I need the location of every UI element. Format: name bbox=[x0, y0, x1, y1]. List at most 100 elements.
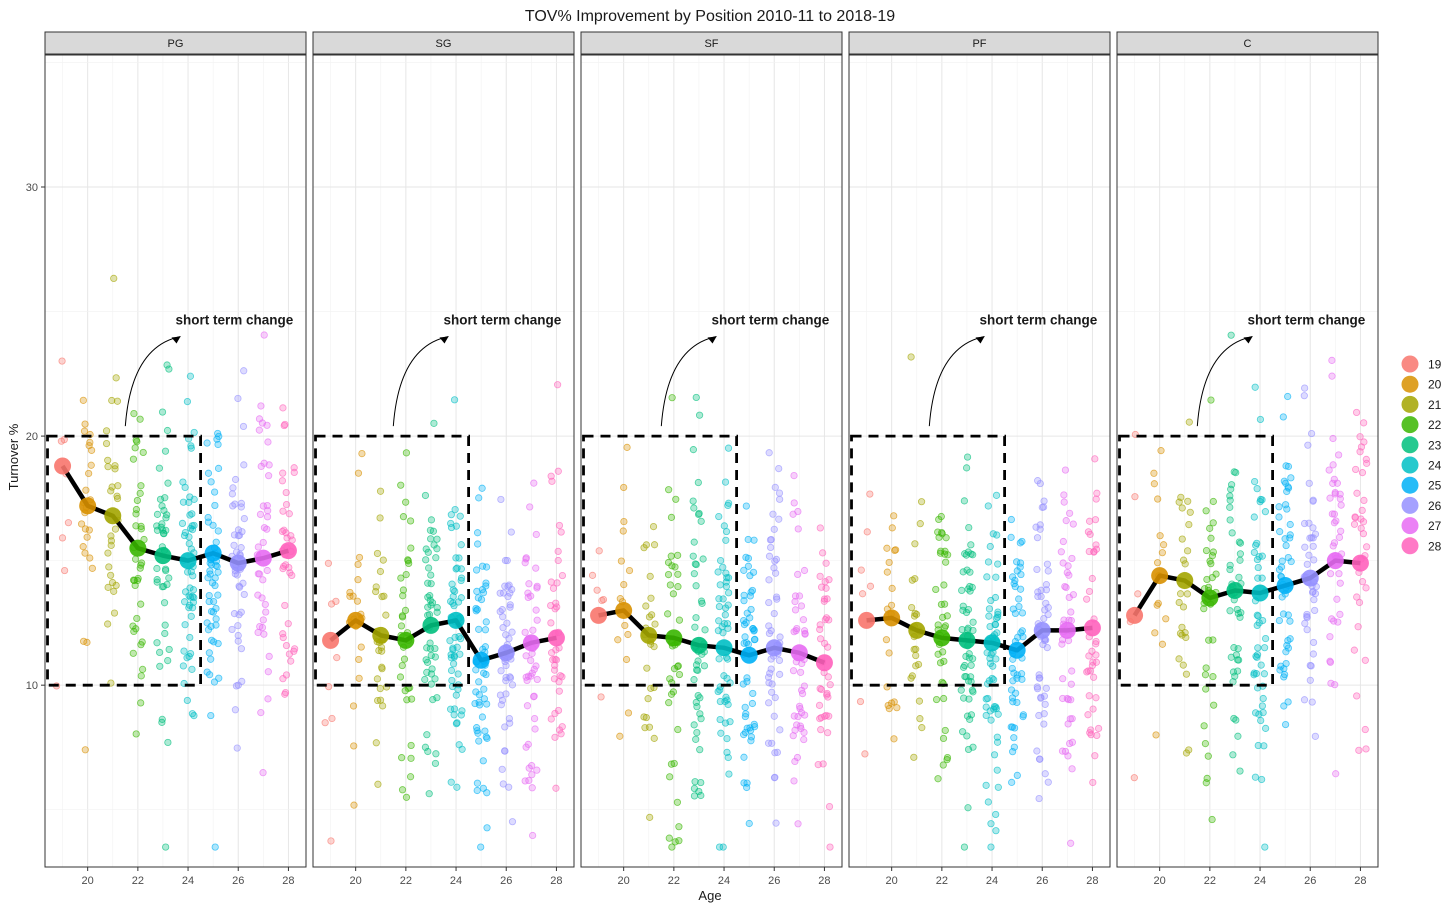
jitter-point bbox=[185, 592, 193, 600]
jitter-point bbox=[256, 510, 265, 519]
jitter-point bbox=[668, 394, 676, 402]
jitter-point bbox=[741, 703, 749, 711]
mean-point bbox=[279, 542, 297, 560]
jitter-point bbox=[725, 770, 733, 778]
jitter-point bbox=[1036, 479, 1044, 488]
jitter-point bbox=[694, 510, 703, 519]
jitter-point bbox=[1018, 609, 1027, 617]
jitter-point bbox=[749, 689, 757, 698]
jitter-point bbox=[693, 666, 701, 674]
jitter-point bbox=[133, 576, 142, 585]
jitter-point bbox=[185, 652, 193, 661]
jitter-point bbox=[378, 647, 386, 655]
jitter-point bbox=[237, 499, 246, 507]
jitter-point bbox=[503, 556, 511, 565]
mean-point bbox=[422, 616, 440, 634]
jitter-point bbox=[185, 539, 193, 548]
annotation-arrow bbox=[124, 335, 181, 427]
jitter-point bbox=[588, 571, 597, 579]
jitter-point bbox=[110, 587, 118, 595]
jitter-point bbox=[1330, 617, 1338, 625]
jitter-point bbox=[530, 692, 538, 700]
mean-point bbox=[858, 611, 876, 629]
annotation-box bbox=[582, 434, 738, 687]
jitter-point bbox=[165, 645, 173, 654]
legend-item-25: 25 bbox=[1401, 476, 1442, 494]
jitter-point bbox=[399, 513, 408, 521]
jitter-point bbox=[181, 598, 189, 606]
jitter-point bbox=[1232, 651, 1240, 659]
jitter-point bbox=[548, 477, 556, 485]
jitter-point bbox=[824, 673, 832, 681]
jitter-point bbox=[1182, 633, 1190, 642]
jitter-point bbox=[994, 610, 1002, 619]
jitter-point bbox=[456, 635, 465, 643]
jitter-point bbox=[1278, 557, 1286, 565]
jitter-point bbox=[911, 540, 919, 548]
jitter-point bbox=[475, 494, 483, 502]
jitter-point bbox=[498, 696, 507, 704]
jitter-point bbox=[240, 461, 248, 469]
jitter-point bbox=[402, 793, 411, 801]
jitter-point bbox=[1234, 645, 1242, 653]
jitter-point bbox=[667, 552, 675, 560]
jitter-point bbox=[456, 512, 464, 520]
jitter-point bbox=[214, 527, 222, 535]
jitter-point bbox=[772, 569, 780, 577]
jitter-point bbox=[815, 701, 824, 709]
jitter-point bbox=[740, 591, 748, 599]
jitter-point bbox=[478, 586, 487, 594]
jitter-point bbox=[260, 331, 268, 339]
jitter-point bbox=[967, 541, 975, 549]
jitter-point bbox=[1088, 661, 1096, 670]
jitter-point bbox=[214, 440, 222, 449]
jitter-point bbox=[399, 592, 407, 600]
jitter-point bbox=[1336, 610, 1344, 619]
jitter-point bbox=[1282, 541, 1290, 550]
x-tick-label: 24 bbox=[986, 875, 998, 887]
jitter-point bbox=[327, 600, 336, 608]
jitter-point bbox=[1307, 429, 1316, 438]
jitter-point bbox=[799, 616, 808, 624]
mean-point bbox=[104, 507, 122, 525]
jitter-point bbox=[717, 557, 725, 565]
jitter-point bbox=[690, 570, 698, 578]
jitter-point bbox=[132, 436, 140, 444]
jitter-point bbox=[1066, 739, 1074, 748]
jitter-point bbox=[941, 622, 950, 630]
jitter-point bbox=[961, 661, 969, 670]
jitter-point bbox=[113, 492, 121, 500]
jitter-point bbox=[969, 618, 977, 626]
jitter-point bbox=[355, 674, 363, 682]
jitter-point bbox=[1329, 461, 1337, 469]
jitter-point bbox=[986, 707, 994, 715]
mean-point bbox=[1083, 619, 1101, 637]
jitter-point bbox=[1089, 705, 1097, 713]
jitter-point bbox=[963, 453, 972, 461]
jitter-point bbox=[186, 511, 194, 519]
panel-border bbox=[1116, 54, 1379, 868]
jitter-point bbox=[941, 726, 949, 735]
jitter-point bbox=[557, 730, 565, 738]
jitter-point bbox=[1068, 765, 1076, 773]
jitter-point bbox=[765, 449, 773, 457]
jitter-point bbox=[1335, 570, 1343, 578]
x-tick-label: 28 bbox=[550, 875, 562, 887]
panel-border bbox=[848, 54, 1111, 868]
mean-point bbox=[1201, 589, 1219, 607]
jitter-point bbox=[1019, 633, 1027, 641]
jitter-point bbox=[431, 759, 440, 768]
jitter-point bbox=[80, 427, 89, 435]
jitter-point bbox=[1062, 517, 1070, 525]
jitter-point bbox=[206, 570, 214, 578]
x-tick-label: 24 bbox=[450, 875, 462, 887]
jitter-point bbox=[692, 735, 700, 743]
jitter-point bbox=[214, 639, 222, 648]
mean-point bbox=[204, 544, 222, 562]
jitter-point bbox=[1303, 610, 1311, 619]
jitter-point bbox=[205, 649, 213, 657]
jitter-point bbox=[1016, 585, 1025, 593]
jitter-point bbox=[208, 636, 216, 644]
jitter-point bbox=[1059, 675, 1067, 683]
